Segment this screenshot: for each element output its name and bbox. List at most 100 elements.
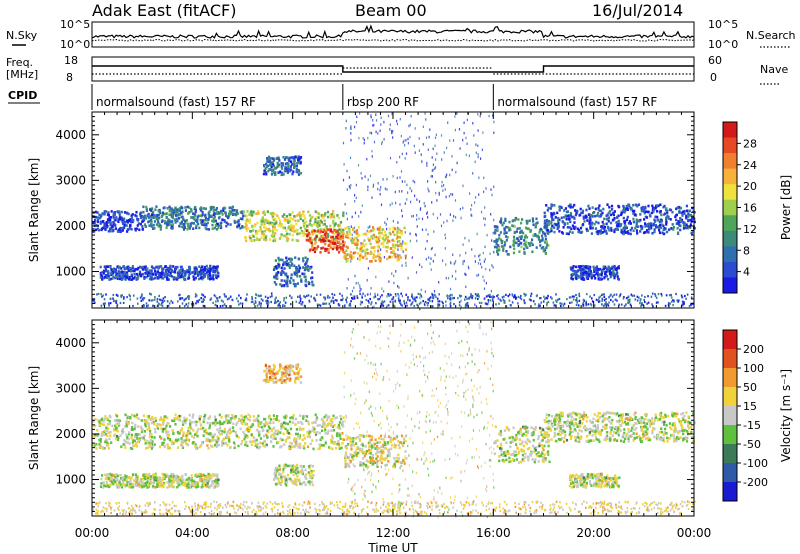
scatter-cell [353, 230, 355, 234]
scatter-cell [316, 303, 319, 306]
scatter-cell [472, 172, 474, 175]
scatter-cell [219, 305, 222, 308]
scatter-cell [363, 138, 365, 142]
scatter-cell [477, 155, 479, 159]
scatter-cell [617, 509, 620, 513]
scatter-cell [334, 299, 337, 302]
scatter-cell [488, 294, 490, 297]
scatter-cell [489, 268, 491, 272]
scatter-cell [602, 502, 605, 505]
echo-cell [543, 232, 547, 236]
scatter-cell [598, 502, 600, 505]
echo-cell [267, 219, 270, 223]
scatter-cell [218, 506, 220, 509]
echo-cell [184, 270, 187, 274]
echo-cell [600, 213, 603, 216]
scatter-cell [381, 511, 384, 514]
echo-cell [348, 232, 351, 236]
echo-cell [271, 157, 275, 161]
echo-cell [628, 220, 631, 223]
scatter-cell [129, 295, 131, 298]
scatter-cell [627, 301, 630, 304]
echo-cell [110, 268, 113, 271]
echo-cell [582, 276, 585, 280]
scatter-cell [414, 297, 416, 300]
echo-cell [147, 212, 150, 216]
scatter-cell [265, 506, 268, 509]
echo-cell [687, 214, 690, 217]
echo-cell [118, 213, 121, 216]
echo-cell [178, 207, 182, 210]
scatter-cell [677, 300, 679, 303]
scatter-cell [277, 299, 279, 302]
echo-cell [302, 259, 305, 263]
echo-cell [173, 270, 176, 274]
scatter-cell [326, 510, 328, 513]
scatter-cell [443, 502, 445, 505]
scatter-cell [104, 302, 106, 305]
echo-cell [658, 226, 661, 229]
scatter-cell [446, 219, 448, 223]
scatter-cell [383, 500, 385, 504]
echo-cell [327, 228, 330, 231]
echo-cell [526, 220, 529, 223]
scatter-cell [459, 501, 462, 504]
echo-cell [681, 212, 684, 216]
echo-cell [617, 219, 620, 223]
echo-cell [601, 270, 604, 273]
echo-cell [517, 239, 520, 242]
scatter-cell [477, 153, 479, 156]
scatter-cell [683, 302, 685, 305]
echo-cell [584, 270, 587, 274]
echo-cell [278, 159, 281, 162]
scatter-cell [427, 216, 429, 219]
scatter-cell [397, 221, 399, 224]
echo-cell [212, 277, 215, 281]
echo-cell [360, 244, 363, 248]
echo-cell [212, 273, 215, 277]
scatter-cell [605, 297, 607, 301]
echo-cell [389, 247, 392, 251]
echo-cell [205, 271, 208, 274]
echo-cell [166, 278, 169, 281]
scatter-cell [530, 299, 532, 302]
scatter-cell [462, 184, 464, 188]
echo-cell [688, 225, 691, 229]
scatter-cell [518, 507, 520, 510]
echo-cell [647, 210, 650, 214]
echo-cell [156, 270, 159, 273]
scatter-cell [434, 136, 437, 139]
echo-cell [676, 227, 679, 230]
scatter-cell [339, 292, 341, 295]
echo-cell [603, 276, 606, 279]
scatter-cell [319, 304, 322, 307]
scatter-cell [646, 302, 648, 305]
echo-cell [574, 209, 577, 212]
scatter-cell [671, 504, 674, 507]
noise-right-tick-bottom: 10^0 [708, 38, 738, 51]
echo-cell [557, 224, 560, 228]
scatter-cell [485, 281, 487, 285]
scatter-cell [200, 297, 202, 300]
scatter-cell [434, 253, 436, 257]
scatter-cell [431, 292, 433, 296]
echo-cell [610, 271, 613, 274]
scatter-cell [371, 501, 373, 504]
scatter-cell [462, 260, 464, 263]
scatter-cell [576, 300, 578, 303]
scatter-cell [494, 509, 497, 512]
scatter-cell [318, 504, 321, 507]
echo-cell [582, 264, 585, 268]
scatter-cell [235, 512, 238, 515]
echo-cell [319, 251, 322, 254]
scatter-cell [683, 301, 685, 304]
scatter-cell [630, 511, 632, 514]
scatter-cell [430, 247, 432, 251]
echo-cell [158, 223, 161, 226]
echo-cell [672, 228, 675, 231]
echo-cell [394, 246, 397, 249]
scatter-cell [646, 508, 649, 511]
scatter-cell [383, 120, 385, 124]
echo-cell [363, 239, 366, 242]
scatter-cell [244, 505, 246, 508]
